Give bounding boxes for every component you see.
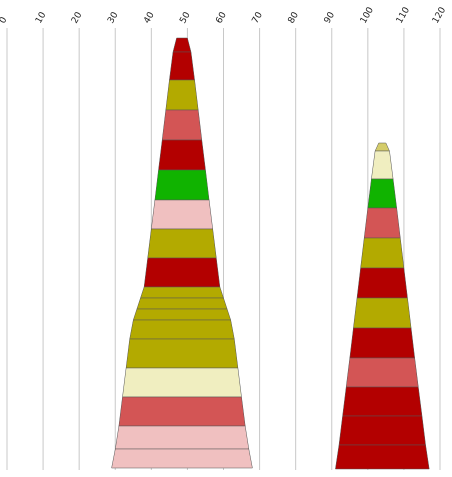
x-tick-label: 60 <box>214 10 229 25</box>
stack-1-segment-14 <box>125 338 239 369</box>
x-axis-tick-labels: 0 10 20 30 40 50 60 70 80 90 100 110 120 <box>0 5 448 25</box>
stack-2-segment-8 <box>349 327 415 359</box>
stack-2-segment-1 <box>374 142 390 152</box>
x-tick-label: 100 <box>359 5 376 25</box>
x-tick-label: 0 <box>0 15 10 25</box>
x-tick-label: 20 <box>70 10 85 25</box>
stack-1-segment-11 <box>136 297 228 310</box>
stack-1-segment-12 <box>132 308 232 321</box>
x-tick-label: 80 <box>287 10 302 25</box>
x-tick-label: 110 <box>395 5 412 25</box>
x-tick-label: 70 <box>251 10 266 25</box>
stack-2-segment-4 <box>363 207 401 239</box>
x-tick-label: 90 <box>323 10 338 25</box>
x-tick-label: 10 <box>34 10 49 25</box>
x-tick-label: 120 <box>431 5 448 25</box>
stack-1-segment-7 <box>151 199 213 230</box>
stack-1-segment-10 <box>140 286 224 299</box>
stack-2-segment-11 <box>338 415 426 446</box>
stack-1-segment-4 <box>161 109 203 141</box>
stack-2-segment-3 <box>367 178 397 209</box>
stack-1 <box>111 37 253 469</box>
stack-1-segment-13 <box>129 319 235 340</box>
stack-2 <box>335 142 430 470</box>
stack-1-segment-15 <box>122 367 242 398</box>
stack-1-segment-2 <box>169 51 195 81</box>
stack-2-segment-10 <box>342 386 423 417</box>
stack-1-segment-8 <box>147 228 217 259</box>
stack-1-segment-1 <box>172 37 192 53</box>
stack-2-segment-7 <box>353 297 412 329</box>
x-tick-label: 30 <box>106 10 121 25</box>
stack-2-segment-9 <box>345 357 419 388</box>
stack-1-segment-9 <box>143 257 221 288</box>
stack-1-segment-3 <box>165 79 199 111</box>
stack-2-segment-12 <box>335 444 430 470</box>
stack-2-segment-5 <box>360 237 405 269</box>
stack-1-segment-5 <box>158 139 206 171</box>
stack-1-segment-18 <box>111 448 253 469</box>
x-tick-label: 40 <box>142 10 157 25</box>
stack-1-segment-16 <box>118 396 246 427</box>
stack-1-segment-17 <box>115 425 250 450</box>
stack-1-segment-6 <box>154 169 210 201</box>
stack-2-segment-6 <box>356 267 408 299</box>
stack-2-segment-2 <box>371 150 394 180</box>
stacks-layer <box>111 37 430 470</box>
x-tick-label: 50 <box>178 10 193 25</box>
